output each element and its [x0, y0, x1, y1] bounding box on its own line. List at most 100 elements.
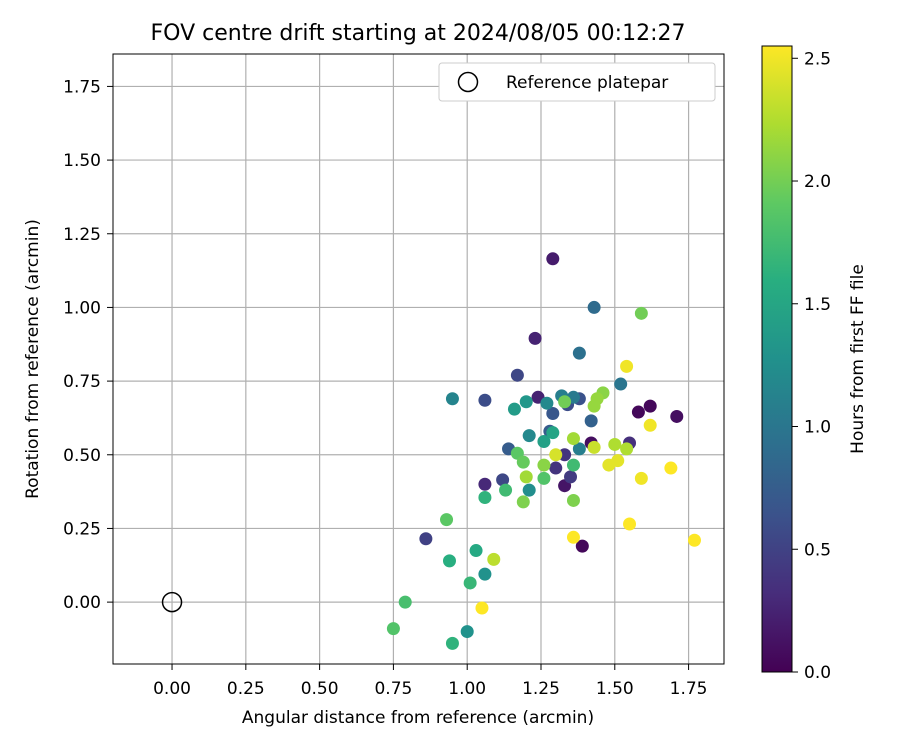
y-tick-label: 0.50 [63, 446, 101, 466]
y-tick-label: 0.25 [63, 519, 101, 539]
plot-frame [112, 53, 725, 665]
colorbar-tick-label: 0.0 [804, 663, 831, 683]
x-tick-label: 0.75 [374, 679, 412, 699]
data-point [522, 483, 536, 497]
data-point [670, 409, 684, 423]
data-point [519, 395, 533, 409]
x-tick-label: 0.25 [227, 679, 265, 699]
data-point [575, 539, 589, 553]
data-point [687, 533, 701, 547]
data-point [549, 461, 563, 475]
data-point [664, 461, 678, 475]
data-point [587, 300, 601, 314]
chart-title: FOV centre drift starting at 2024/08/05 … [151, 21, 686, 46]
data-point [572, 442, 586, 456]
y-tick-label: 1.00 [63, 298, 101, 318]
colorbar-label: Hours from first FF file [848, 264, 868, 454]
data-points [386, 252, 701, 650]
data-point [475, 601, 489, 615]
x-tick-label: 1.00 [448, 679, 486, 699]
data-point [614, 377, 628, 391]
data-point [507, 402, 521, 416]
data-point [478, 491, 492, 505]
data-point [537, 435, 551, 449]
data-point [643, 399, 657, 413]
data-point [463, 576, 477, 590]
data-point [587, 440, 601, 454]
data-point [440, 513, 454, 527]
reference-marker-group [161, 591, 183, 613]
data-point [620, 359, 634, 373]
colorbar-tick-label: 1.0 [804, 418, 831, 438]
data-point [566, 530, 580, 544]
data-point [499, 483, 513, 497]
data-point [623, 517, 637, 531]
colorbar-tick-label: 2.0 [804, 172, 831, 192]
data-point [540, 396, 554, 410]
data-point [546, 252, 560, 266]
data-point [510, 368, 524, 382]
data-point [386, 622, 400, 636]
data-point [487, 552, 501, 566]
x-tick-label: 0.50 [301, 679, 339, 699]
x-tick-label: 1.25 [522, 679, 560, 699]
data-point [442, 554, 456, 568]
data-point [549, 448, 563, 462]
x-axis-ticks: 0.00 0.25 0.50 0.75 1.00 1.25 1.50 1.75 [153, 664, 708, 699]
x-tick-label: 1.50 [596, 679, 634, 699]
data-point [634, 306, 648, 320]
legend: Reference platepar [438, 62, 716, 102]
data-point [460, 625, 474, 639]
data-point [564, 470, 578, 484]
data-point [566, 432, 580, 446]
data-point [537, 471, 551, 485]
y-tick-label: 0.00 [63, 593, 101, 613]
data-point [519, 470, 533, 484]
data-point [528, 331, 542, 345]
colorbar-tick-label: 1.5 [804, 295, 831, 315]
data-point [584, 414, 598, 428]
data-point [572, 346, 586, 360]
data-point [478, 567, 492, 581]
x-tick-label: 1.75 [670, 679, 708, 699]
data-point [546, 407, 560, 421]
data-point [558, 395, 572, 409]
y-axis-label: Rotation from reference (arcmin) [23, 219, 43, 499]
y-axis-ticks: 0.00 0.25 0.50 0.75 1.00 1.25 1.50 1.75 [63, 77, 113, 613]
data-point [522, 429, 536, 443]
legend-reference-marker-icon [457, 71, 479, 93]
data-point [398, 595, 412, 609]
x-axis-label: Angular distance from reference (arcmin) [242, 708, 594, 728]
data-point [631, 405, 645, 419]
data-point [516, 495, 530, 509]
grid-lines [113, 54, 724, 664]
data-point [546, 426, 560, 440]
colorbar [761, 45, 793, 673]
data-point [537, 458, 551, 472]
legend-entry-reference-platepar: Reference platepar [506, 73, 668, 93]
data-point [445, 636, 459, 650]
y-tick-label: 1.25 [63, 225, 101, 245]
data-point [496, 473, 510, 487]
colorbar-tick-label: 2.5 [804, 49, 831, 69]
data-point [620, 442, 634, 456]
data-point [643, 418, 657, 432]
data-point [634, 471, 648, 485]
data-point [587, 399, 601, 413]
data-point [478, 393, 492, 407]
data-point [611, 454, 625, 468]
y-tick-label: 1.75 [63, 77, 101, 97]
data-point [445, 392, 459, 406]
data-point [566, 458, 580, 472]
data-point [469, 544, 483, 558]
data-point [566, 493, 580, 507]
reference-platepar-marker [161, 591, 183, 613]
colorbar-ticks: 0.0 0.5 1.0 1.5 2.0 2.5 [792, 49, 831, 683]
data-point [419, 532, 433, 546]
y-tick-label: 0.75 [63, 372, 101, 392]
data-point [478, 477, 492, 491]
legend-box [438, 62, 716, 102]
y-tick-label: 1.50 [63, 151, 101, 171]
